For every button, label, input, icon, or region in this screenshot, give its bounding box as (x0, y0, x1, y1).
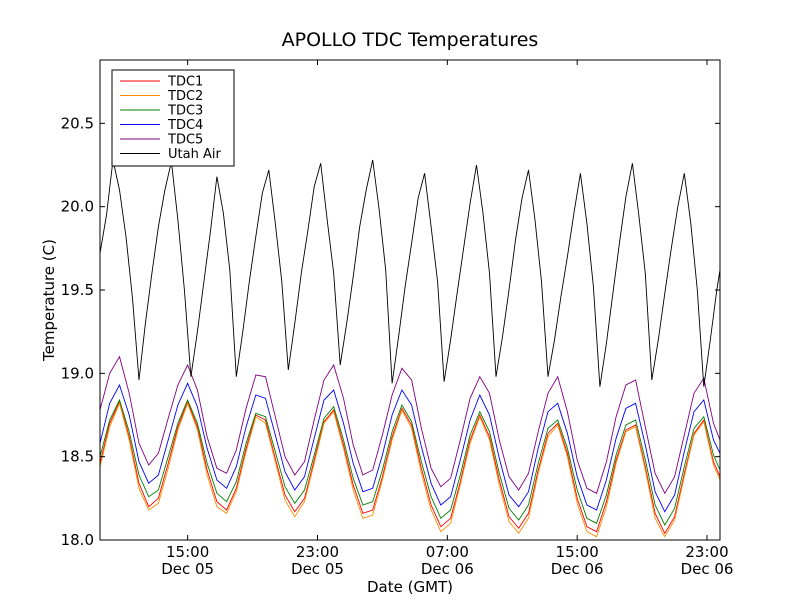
x-tick-label-date: Dec 05 (161, 560, 214, 578)
x-tick-label-time: 07:00 (426, 543, 469, 561)
y-tick-label: 18.0 (61, 531, 94, 549)
x-axis-label: Date (GMT) (367, 578, 453, 596)
x-tick-label-time: 15:00 (556, 543, 599, 561)
y-tick-label: 19.5 (61, 281, 94, 299)
y-tick-label: 19.0 (61, 364, 94, 382)
x-tick-label-date: Dec 06 (551, 560, 604, 578)
series-line-tdc1 (99, 400, 721, 535)
x-tick-label-date: Dec 05 (291, 560, 344, 578)
plot-border (99, 59, 721, 541)
series-line-tdc2 (99, 401, 721, 538)
chart-title: APOLLO TDC Temperatures (282, 29, 539, 51)
y-tick-label: 20.0 (61, 198, 94, 216)
legend-label-tdc3: TDC3 (167, 104, 203, 119)
series-line-tdc5 (99, 355, 721, 495)
series-line-utah-air (99, 159, 721, 387)
series-line-tdc4 (99, 382, 721, 513)
y-axis-label: Temperature (C) (40, 239, 58, 362)
legend-label-tdc5: TDC5 (167, 133, 203, 148)
y-tick-label: 20.5 (61, 114, 94, 132)
legend-label-tdc4: TDC4 (167, 118, 203, 133)
legend-label-utah-air: Utah Air (168, 147, 221, 162)
x-tick-label-time: 23:00 (685, 543, 728, 561)
x-tick-label-time: 23:00 (296, 543, 339, 561)
y-tick-label: 18.5 (61, 448, 94, 466)
legend-label-tdc2: TDC2 (167, 89, 203, 104)
legend-label-tdc1: TDC1 (167, 75, 203, 90)
legend-box (111, 69, 235, 167)
x-tick-label-date: Dec 06 (421, 560, 474, 578)
x-tick-label-date: Dec 06 (681, 560, 734, 578)
series-layer (99, 159, 721, 538)
x-tick-label-time: 15:00 (166, 543, 209, 561)
series-line-tdc3 (99, 398, 721, 526)
